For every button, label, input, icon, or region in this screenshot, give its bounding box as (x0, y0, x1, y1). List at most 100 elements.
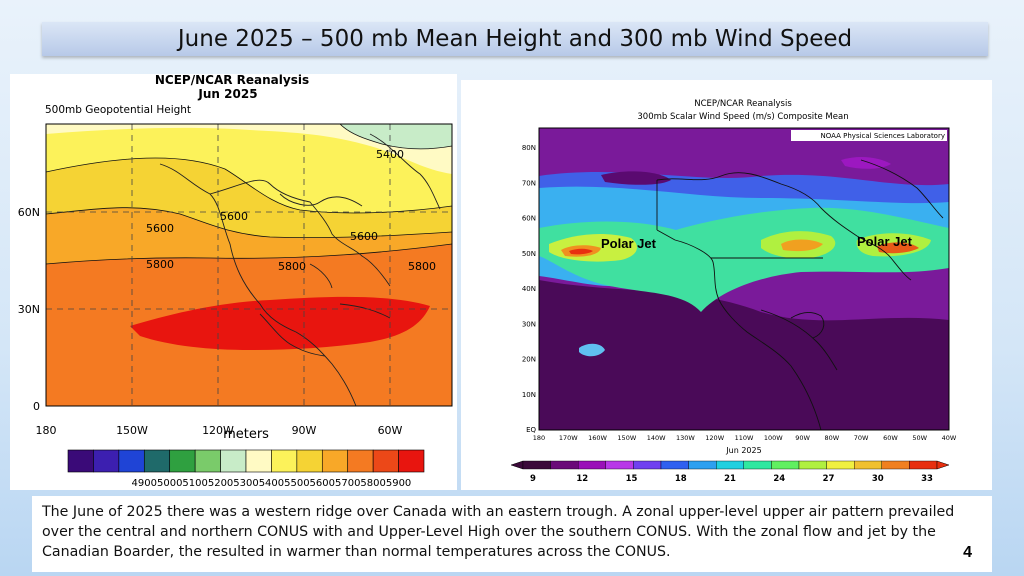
right-colorbar-swatch (881, 460, 910, 470)
slide-caption: The June of 2025 there was a western rid… (42, 504, 955, 560)
contour-label-5600-c: 5600 (350, 230, 378, 243)
polar-jet-label-west: Polar Jet (601, 236, 657, 251)
contour-label-5800-b: 5800 (278, 260, 306, 273)
right-colorbar-label: 33 (921, 474, 933, 484)
right-xtick: 150W (617, 434, 636, 442)
right-colorbar-label: 18 (675, 474, 687, 484)
left-colorbar-label: 5300 (233, 478, 258, 489)
right-colorbar-label: 15 (626, 474, 638, 484)
left-colorbar-swatch (118, 449, 145, 473)
right-xtick: 140W (647, 434, 666, 442)
left-colorbar-swatch (93, 449, 120, 473)
right-colorbar-swatch (660, 460, 689, 470)
left-colorbar-swatch (220, 449, 247, 473)
right-colorbar-label: 9 (530, 474, 536, 484)
left-colorbar-label: 5600 (310, 478, 335, 489)
left-colorbar-label: 5400 (259, 478, 284, 489)
right-colorbar-left-arrow (510, 460, 524, 470)
left-colorbar-label: 5500 (284, 478, 309, 489)
right-xtick: 50W (912, 434, 927, 442)
slide-title: June 2025 – 500 mb Mean Height and 300 m… (177, 26, 853, 52)
right-ytick: 40N (522, 285, 536, 293)
right-colorbar-swatch (854, 460, 883, 470)
contour-label-5600-a: 5600 (220, 210, 248, 223)
right-ytick: 30N (522, 320, 536, 328)
left-colorbar-swatch (296, 449, 323, 473)
left-xtick: 150W (116, 424, 148, 437)
left-colorbar-label: 5100 (182, 478, 207, 489)
right-colorbar-swatch (798, 460, 827, 470)
right-xtick: 110W (735, 434, 754, 442)
right-colorbar-swatch (909, 460, 938, 470)
left-map-header1: NCEP/NCAR Reanalysis (155, 74, 309, 87)
left-ytick: 60N (18, 206, 40, 219)
left-colorbar-swatch (372, 449, 399, 473)
right-ytick: 70N (522, 179, 536, 187)
left-colorbar-label: 5800 (360, 478, 385, 489)
right-map-header1: NCEP/NCAR Reanalysis (694, 99, 792, 109)
right-map-header2: 300mb Scalar Wind Speed (m/s) Composite … (637, 112, 848, 122)
right-colorbar-label: 12 (576, 474, 588, 484)
credit-box (791, 130, 947, 141)
right-xtick: 70W (854, 434, 869, 442)
right-colorbar-swatch (605, 460, 634, 470)
contour-label-5400: 5400 (376, 148, 404, 161)
left-colorbar-swatch (271, 449, 298, 473)
left-colorbar-swatch (245, 449, 272, 473)
right-ytick: 20N (522, 356, 536, 364)
right-xticks: 180 170W 160W 150W 140W 130W 120W 110W 100W 90W 80… (533, 434, 957, 442)
left-colorbar (67, 449, 425, 473)
left-ytick: 0 (33, 400, 40, 413)
left-colorbar-label: 4900 (132, 478, 157, 489)
right-colorbar-label: 21 (724, 474, 736, 484)
right-colorbar-label: 24 (773, 474, 785, 484)
left-colorbar-swatch (321, 449, 349, 473)
right-xtick: 170W (559, 434, 578, 442)
left-xtick: 120W (202, 424, 234, 437)
right-ytick: 10N (522, 391, 536, 399)
right-xtick: 60W (883, 434, 898, 442)
contour-label-5800-c: 5800 (408, 260, 436, 273)
left-colorbar-label: 5700 (335, 478, 360, 489)
right-colorbar (510, 460, 950, 470)
right-colorbar-right-arrow (936, 460, 950, 470)
right-xtick: 160W (588, 434, 607, 442)
left-colorbar-label: 5200 (208, 478, 233, 489)
right-xtick: 40W (942, 434, 957, 442)
polar-jet-label-east: Polar Jet (857, 234, 913, 249)
geopotential-map-svg: NCEP/NCAR Reanalysis Jun 2025 500mb Geop… (18, 73, 453, 489)
left-units-label: meters (223, 427, 269, 442)
right-ytick: 50N (522, 250, 536, 258)
left-xtick: 180 (36, 424, 57, 437)
left-xtick: 60W (378, 424, 403, 437)
right-yticks: 80N 70N 60N 50N 40N 30N 20N 10N EQ (522, 144, 537, 434)
left-colorbar-swatch (398, 449, 425, 473)
right-colorbar-swatch (633, 460, 662, 470)
right-ytick: 60N (522, 215, 536, 223)
slide-caption-box: The June of 2025 there was a western rid… (32, 496, 992, 572)
right-colorbar-swatch (743, 460, 772, 470)
contour-label-5600-b: 5600 (146, 222, 174, 235)
page-number: 4 (963, 544, 972, 561)
wind-speed-map: NCEP/NCAR Reanalysis 300mb Scalar Wind S… (461, 80, 992, 490)
left-colorbar-swatch (143, 449, 171, 473)
left-colorbar-swatch (347, 449, 374, 473)
right-colorbar-swatch (771, 460, 800, 470)
right-xtick: 100W (764, 434, 783, 442)
contour-label-5800-a: 5800 (146, 258, 174, 271)
right-colorbar-swatch (715, 460, 744, 470)
slide-title-bar: June 2025 – 500 mb Mean Height and 300 m… (42, 22, 988, 56)
right-colorbar-swatch (688, 460, 717, 470)
right-ytick: EQ (526, 426, 536, 434)
left-colorbar-swatch (194, 449, 221, 473)
left-ytick: 30N (18, 303, 40, 316)
right-xtick: 80W (825, 434, 840, 442)
right-colorbar-swatch (826, 460, 855, 470)
wind-speed-map-svg: NCEP/NCAR Reanalysis 300mb Scalar Wind S… (510, 99, 957, 484)
right-colorbar-labels: 9 12 15 18 21 24 27 30 33 (530, 474, 933, 484)
credit-label: NOAA Physical Sciences Laboratory (821, 132, 945, 140)
right-xtick: 130W (676, 434, 695, 442)
right-colorbar-swatch (550, 460, 579, 470)
right-xtick: 90W (795, 434, 810, 442)
left-map-variable: 500mb Geopotential Height (45, 104, 191, 116)
